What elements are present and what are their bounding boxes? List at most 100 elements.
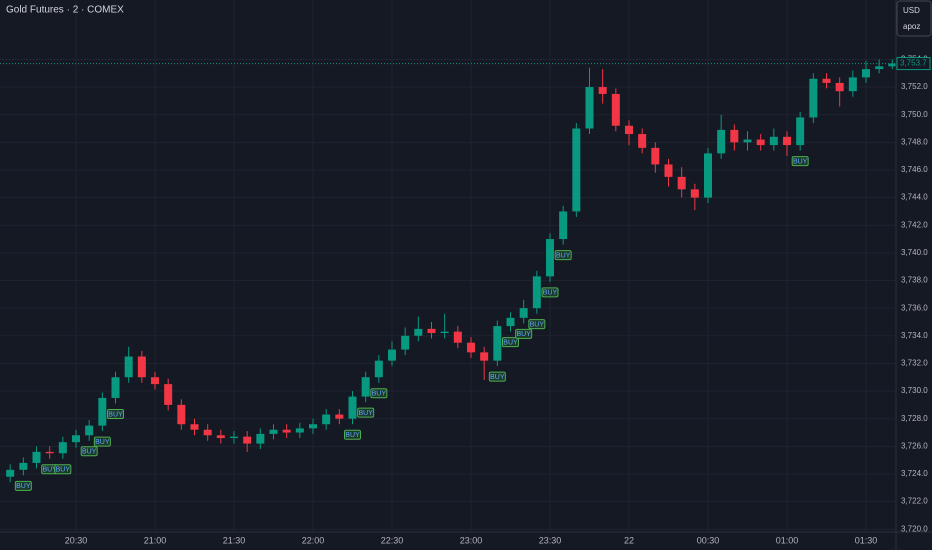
y-tick-label: 3,748.0 [901,137,928,146]
currency: USD [903,6,920,15]
currency-box[interactable] [896,0,932,37]
candle-body [427,328,436,334]
candle-body [6,469,15,477]
buy-signal-label: BUY [530,322,545,329]
y-tick-label: 3,724.0 [901,469,928,478]
x-tick-label: 22:30 [381,535,404,545]
candle-body [177,404,186,425]
candle-body [164,384,173,405]
buy-signal-label: BUY [503,339,518,346]
buy-signal-label: BUY [490,374,505,381]
candles: BUYBUYBUYBUYBUYBUYBUYBUYBUYBUYBUYBUYBUYB… [6,59,897,491]
candle-body [151,377,159,385]
candle-body [480,352,489,361]
candle-body [243,436,252,444]
candle-body [58,442,67,454]
x-tick-label: 23:30 [539,535,562,545]
buy-signal-box [80,446,98,457]
x-tick-label: 21:00 [144,535,167,545]
candle-body [743,139,752,143]
candle-body [651,147,660,165]
candle-body [888,63,897,67]
x-tick-label: 21:30 [223,535,246,545]
candle-body [269,429,278,434]
candle-body [322,414,331,425]
candle-body [519,308,528,318]
candle-body [374,360,383,378]
last-price-label: 3,753.7 [900,59,927,68]
x-tick-label: 22:00 [302,535,325,545]
candle-body [335,414,344,419]
buy-signal-box [502,337,519,348]
candle-body [585,87,594,129]
buy-signal-label: BUY [56,467,71,474]
buy-signal-label: BUY [108,411,123,418]
candle-body [32,451,41,463]
candle-body [137,356,146,378]
candle-body [467,342,475,353]
x-tick-label: 01:00 [776,535,799,545]
buy-signal-label: BUY [372,391,387,398]
candle-body [809,78,818,118]
y-tick-label: 3,750.0 [901,110,928,119]
y-tick-label: 3,738.0 [901,276,928,285]
y-tick-label: 3,720.0 [901,524,928,533]
candle-body [190,424,199,430]
candle-body [664,164,673,177]
buy-signal-box [14,480,32,491]
candle-body [361,377,370,397]
buy-signal-label: BUY [358,410,373,417]
candle-body [45,451,54,454]
buy-signal-box [370,388,388,399]
candle-body [769,136,778,146]
y-tick-label: 3,744.0 [901,193,928,202]
candle-body [783,136,791,146]
candle-body [848,77,857,92]
buy-signal-label: BUY [793,158,808,165]
candle-body [532,276,541,309]
candle-body [111,377,120,398]
candle-body [98,397,107,426]
candle-body [717,129,726,154]
buy-signal-box [54,464,72,475]
x-tick-label: 20:30 [65,535,88,545]
x-tick-label: 23:00 [460,535,483,545]
candle-body [440,331,449,334]
buy-signal-label: BUY [42,467,57,474]
candle-body [625,125,633,135]
candle-body [124,356,133,378]
candle-body [862,69,870,78]
candle-body [559,211,568,240]
candle-body [598,87,607,94]
y-tick-label: 3,752.0 [901,82,928,91]
buy-signal-box [344,429,361,440]
candle-body [295,428,304,433]
buy-signal-box [791,156,809,167]
candle-body [309,424,317,429]
candle-body [506,317,515,327]
candle-body [638,134,647,148]
y-tick-label: 3,736.0 [901,303,928,312]
candle-body [611,93,620,126]
candle-body [203,429,212,436]
y-tick-label: 3,734.0 [901,331,928,340]
y-tick-label: 3,728.0 [901,414,928,423]
candle-body [546,239,554,277]
buy-signal-box [554,250,572,261]
candle-body [216,435,225,439]
candle-body [401,335,410,350]
last-price-box [896,57,931,71]
candle-body [835,82,844,92]
candle-body [704,153,712,198]
x-tick-label: 01:30 [855,535,878,545]
candle-body [230,436,238,439]
buy-signal-box [488,371,506,382]
buy-signal-box [93,436,111,447]
y-tick-label: 3,746.0 [901,165,928,174]
buy-signal-label: BUY [16,483,31,490]
buy-signal-label: BUY [556,252,571,259]
candle-body [572,128,581,212]
y-tick-label: 3,722.0 [901,497,928,506]
candle-body [822,78,831,83]
